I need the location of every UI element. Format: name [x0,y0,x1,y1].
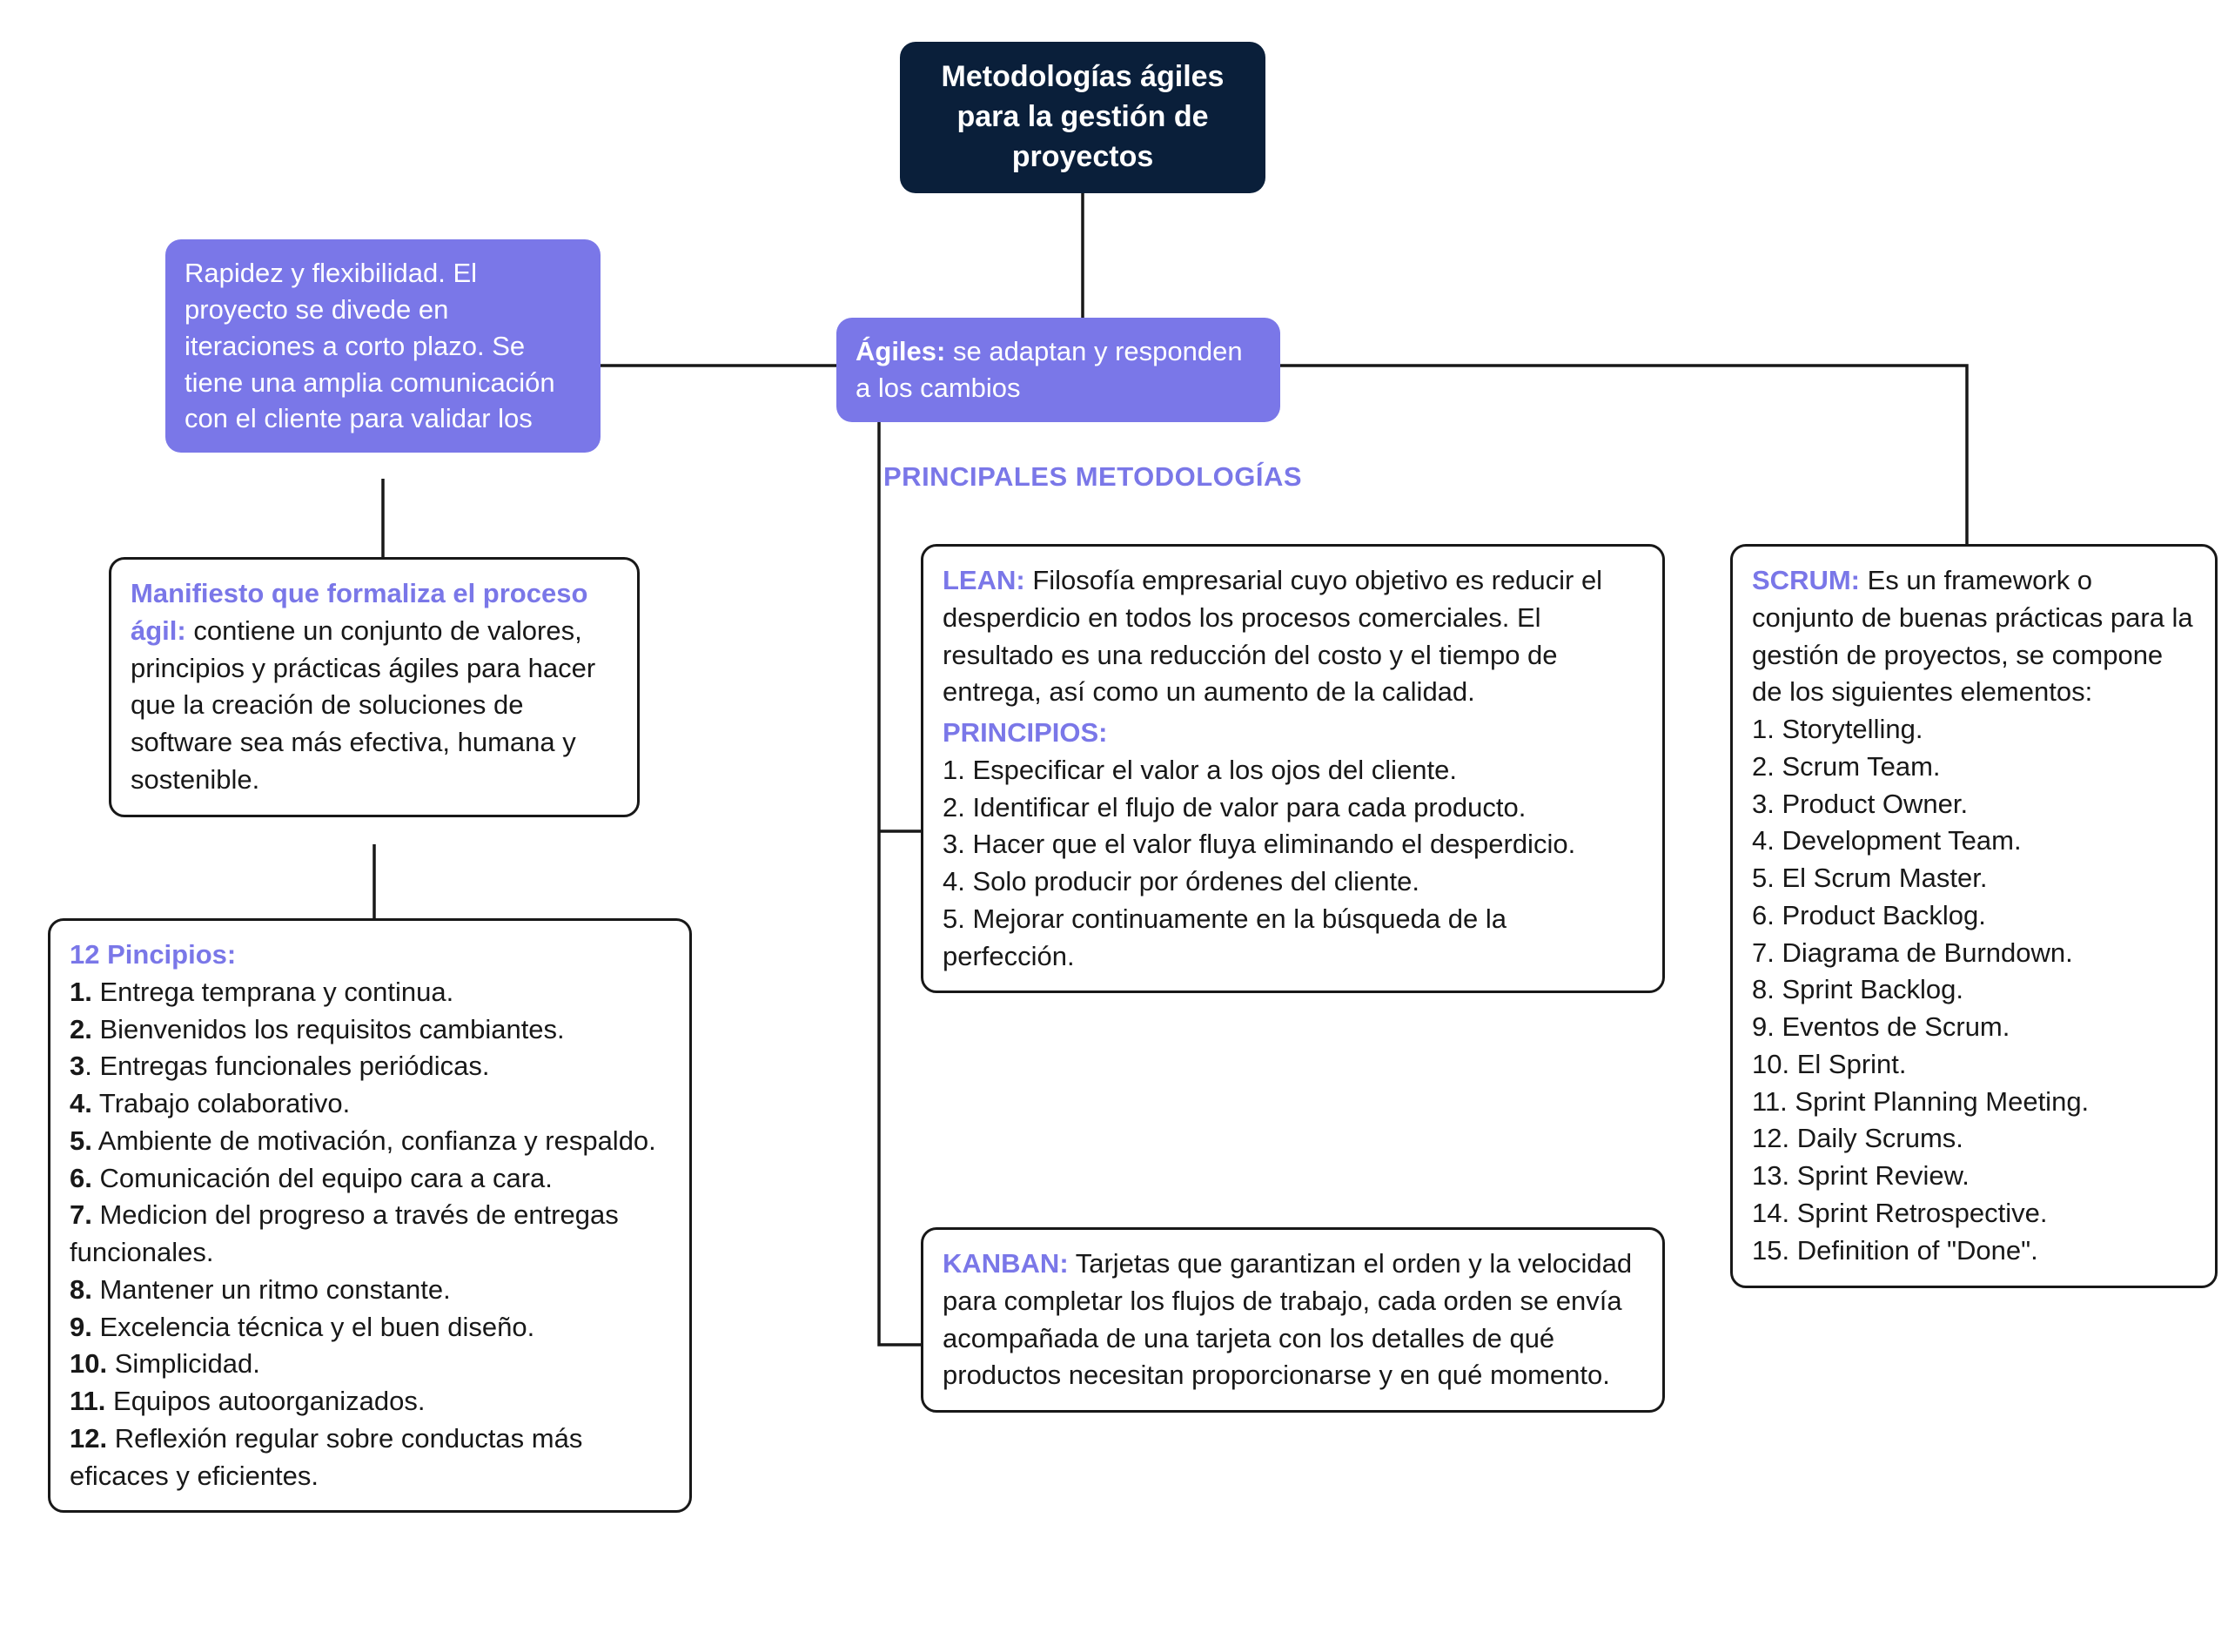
list-item: 9. Excelencia técnica y el buen diseño. [70,1309,670,1346]
scrum-list: 1. Storytelling. 2. Scrum Team. 3. Produ… [1752,711,2196,1269]
list-item: 7. Diagrama de Burndown. [1752,935,2196,972]
lean-lead: LEAN: [943,565,1025,595]
node-agiles: Ágiles: se adaptan y responden a los cam… [836,318,1280,422]
list-item: 4. Solo producir por órdenes del cliente… [943,863,1643,901]
edge-agiles-down [879,413,921,1345]
lean-sublead: PRINCIPIOS: [943,715,1643,752]
kanban-lead: KANBAN: [943,1248,1069,1279]
list-item: 4. Trabajo colaborativo. [70,1085,670,1123]
list-item: 6. Comunicación del equipo cara a cara. [70,1160,670,1198]
list-item: 2. Identificar el flujo de valor para ca… [943,789,1643,827]
list-item: 11. Sprint Planning Meeting. [1752,1084,2196,1121]
list-item: 4. Development Team. [1752,823,2196,860]
list-item: 11. Equipos autoorganizados. [70,1383,670,1420]
node-12principios: 12 Pincipios: 1. Entrega temprana y cont… [48,918,692,1513]
list-item: 8. Mantener un ritmo constante. [70,1272,670,1309]
list-item: 14. Sprint Retrospective. [1752,1195,2196,1232]
list-item: 2. Bienvenidos los requisitos cambiantes… [70,1011,670,1049]
list-item: 3. Hacer que el valor fluya eliminando e… [943,826,1643,863]
list-item: 5. Ambiente de motivación, confianza y r… [70,1123,670,1160]
root-title: Metodologías ágiles para la gestión de p… [942,60,1225,173]
list-item: 7. Medicion del progreso a través de ent… [70,1197,670,1272]
section-heading-methodologies: PRINCIPALES METODOLOGÍAS [883,461,1302,493]
lean-rest: Filosofía empresarial cuyo objetivo es r… [943,565,1602,707]
node-manifiesto: Manifiesto que formaliza el proceso ágil… [109,557,640,817]
list-item: 15. Definition of "Done". [1752,1232,2196,1270]
node-scrum: SCRUM: Es un framework o conjunto de bue… [1730,544,2218,1288]
list-item: 10. El Sprint. [1752,1046,2196,1084]
agiles-lead: Ágiles: [856,336,945,366]
node-kanban: KANBAN: Tarjetas que garantizan el orden… [921,1227,1665,1413]
scrum-lead: SCRUM: [1752,565,1860,595]
list-item: 6. Product Backlog. [1752,897,2196,935]
list-item: 1. Especificar el valor a los ojos del c… [943,752,1643,789]
manifiesto-rest: contiene un conjunto de valores, princip… [131,615,595,795]
list-item: 13. Sprint Review. [1752,1158,2196,1195]
node-lean: LEAN: Filosofía empresarial cuyo objetiv… [921,544,1665,993]
princ12-list: 1. Entrega temprana y continua. 2. Bienv… [70,974,670,1495]
list-item: 5. Mejorar continuamente en la búsqueda … [943,901,1643,976]
rapidez-text: Rapidez y flexibilidad. El proyecto se d… [185,258,555,433]
list-item: 2. Scrum Team. [1752,749,2196,786]
node-rapidez: Rapidez y flexibilidad. El proyecto se d… [165,239,601,453]
list-item: 3. Entregas funcionales periódicas. [70,1048,670,1085]
list-item: 3. Product Owner. [1752,786,2196,823]
list-item: 12. Reflexión regular sobre conductas má… [70,1420,670,1495]
list-item: 9. Eventos de Scrum. [1752,1009,2196,1046]
princ12-lead: 12 Pincipios: [70,937,670,974]
list-item: 10. Simplicidad. [70,1346,670,1383]
list-item: 12. Daily Scrums. [1752,1120,2196,1158]
list-item: 8. Sprint Backlog. [1752,971,2196,1009]
list-item: 5. El Scrum Master. [1752,860,2196,897]
node-root: Metodologías ágiles para la gestión de p… [900,42,1265,193]
list-item: 1. Storytelling. [1752,711,2196,749]
lean-list: 1. Especificar el valor a los ojos del c… [943,752,1643,976]
list-item: 1. Entrega temprana y continua. [70,974,670,1011]
